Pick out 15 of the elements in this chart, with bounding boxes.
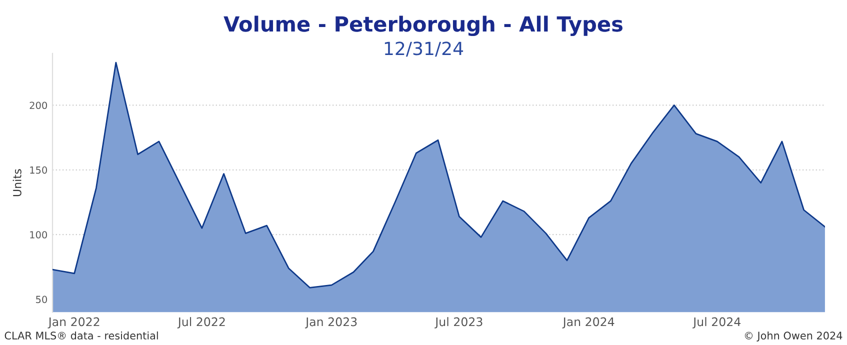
x-tick-label: Jan 2023 (305, 317, 357, 328)
chart-subtitle: 12/31/24 (384, 42, 464, 57)
x-tick-label: Jan 2022 (48, 317, 100, 328)
text: © John Owen 2024 (744, 331, 842, 342)
x-tick-label: Jul 2024 (692, 317, 740, 328)
y-tick-label: 100 (30, 231, 48, 238)
text: CLAR MLS® data - residential (4, 331, 158, 340)
x-tick-label: Jul 2022 (177, 317, 225, 328)
x-tick-label: Jul 2023 (434, 317, 482, 328)
y-tick-label: 150 (30, 166, 48, 174)
chart-title: Volume - Peterborough - All Types (224, 16, 622, 36)
y-tick-label: 200 (30, 102, 48, 110)
x-tick-label: Jan 2024 (562, 317, 614, 328)
y-axis-title: Units (12, 169, 22, 196)
y-tick-label: 50 (36, 296, 48, 304)
